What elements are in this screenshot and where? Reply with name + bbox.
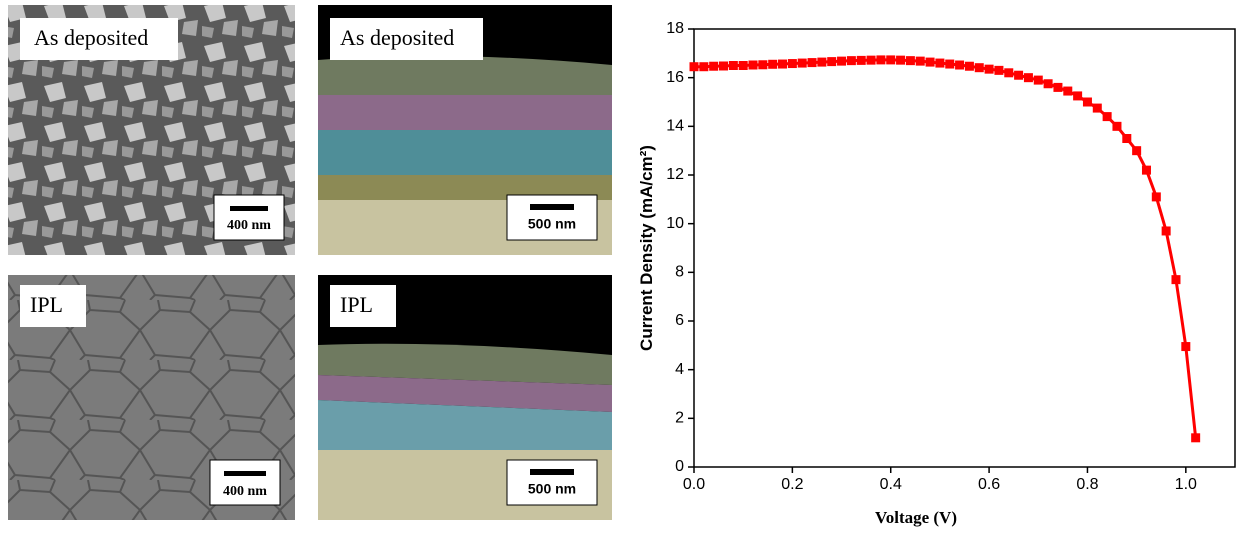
- data-point: [817, 58, 826, 67]
- data-point: [1191, 433, 1200, 442]
- data-point: [1024, 73, 1033, 82]
- data-point: [955, 61, 964, 70]
- y-tick-label: 8: [675, 264, 684, 281]
- y-axis-label: Current Density (mA/cm²): [637, 145, 656, 351]
- data-point: [729, 61, 738, 70]
- data-point: [1171, 275, 1180, 284]
- data-point: [1162, 226, 1171, 235]
- data-point: [886, 55, 895, 64]
- data-point: [1083, 98, 1092, 107]
- data-point: [867, 56, 876, 65]
- x-tick-label: 0.6: [978, 476, 1000, 493]
- data-point: [926, 58, 935, 67]
- y-tick-label: 12: [666, 166, 684, 183]
- panel-label: IPL: [30, 292, 63, 317]
- sem-panel: As deposited 400 nm: [8, 5, 295, 255]
- data-point: [1132, 146, 1141, 155]
- x-axis-label: Voltage (V): [875, 508, 957, 527]
- y-tick-label: 10: [666, 215, 684, 232]
- figure: As deposited 400 nm As deposited 500 nm …: [0, 0, 1239, 535]
- data-point: [906, 56, 915, 65]
- data-point: [778, 60, 787, 69]
- data-point: [985, 65, 994, 74]
- panel-label: As deposited: [34, 25, 148, 50]
- sem-panel: As deposited 500 nm: [318, 5, 612, 255]
- data-point: [719, 61, 728, 70]
- data-point: [1112, 122, 1121, 131]
- data-line: [694, 60, 1196, 438]
- data-point: [896, 56, 905, 65]
- data-point: [837, 57, 846, 66]
- panel-label: As deposited: [340, 25, 454, 50]
- x-tick-label: 0.4: [880, 476, 902, 493]
- data-point: [1034, 76, 1043, 85]
- data-point: [857, 56, 866, 65]
- scale-bar-label: 400 nm: [223, 484, 267, 499]
- data-point: [1044, 79, 1053, 88]
- scale-bar-label: 500 nm: [528, 216, 576, 232]
- data-point: [808, 58, 817, 67]
- x-tick-label: 1.0: [1175, 476, 1197, 493]
- plot-frame: [694, 29, 1235, 467]
- data-point: [827, 57, 836, 66]
- data-point: [788, 59, 797, 68]
- data-point: [1063, 87, 1072, 96]
- data-point: [1053, 83, 1062, 92]
- data-point: [690, 62, 699, 71]
- y-tick-label: 18: [666, 20, 684, 37]
- data-point: [1142, 166, 1151, 175]
- data-point: [1103, 112, 1112, 121]
- sem-panel: IPL 500 nm: [318, 275, 612, 520]
- y-tick-label: 14: [666, 118, 684, 135]
- x-tick-label: 0.0: [683, 476, 705, 493]
- y-tick-label: 0: [675, 458, 684, 475]
- data-point: [994, 66, 1003, 75]
- panel-label: IPL: [340, 292, 373, 317]
- sem-panel: IPL 400 nm: [8, 275, 295, 520]
- scale-bar-label: 400 nm: [227, 218, 271, 233]
- data-point: [847, 56, 856, 65]
- data-point: [798, 59, 807, 68]
- data-point: [739, 61, 748, 70]
- data-point: [749, 61, 758, 70]
- data-point: [975, 63, 984, 72]
- y-tick-label: 16: [666, 69, 684, 86]
- y-tick-label: 6: [675, 312, 684, 329]
- data-point: [1122, 134, 1131, 143]
- data-point: [945, 60, 954, 69]
- data-point: [1181, 342, 1190, 351]
- data-point: [768, 60, 777, 69]
- data-point: [709, 62, 718, 71]
- data-point: [1152, 192, 1161, 201]
- data-point: [965, 62, 974, 71]
- data-point: [758, 60, 767, 69]
- x-tick-label: 0.2: [781, 476, 803, 493]
- scale-bar-label: 500 nm: [528, 481, 576, 497]
- data-point: [1093, 104, 1102, 113]
- data-point: [699, 62, 708, 71]
- data-point: [1073, 91, 1082, 100]
- data-point: [1004, 68, 1013, 77]
- data-point: [876, 55, 885, 64]
- y-tick-label: 4: [675, 361, 684, 378]
- data-point: [935, 59, 944, 68]
- y-tick-label: 2: [675, 410, 684, 427]
- x-tick-label: 0.8: [1076, 476, 1098, 493]
- data-point: [916, 57, 925, 66]
- data-point: [1014, 71, 1023, 80]
